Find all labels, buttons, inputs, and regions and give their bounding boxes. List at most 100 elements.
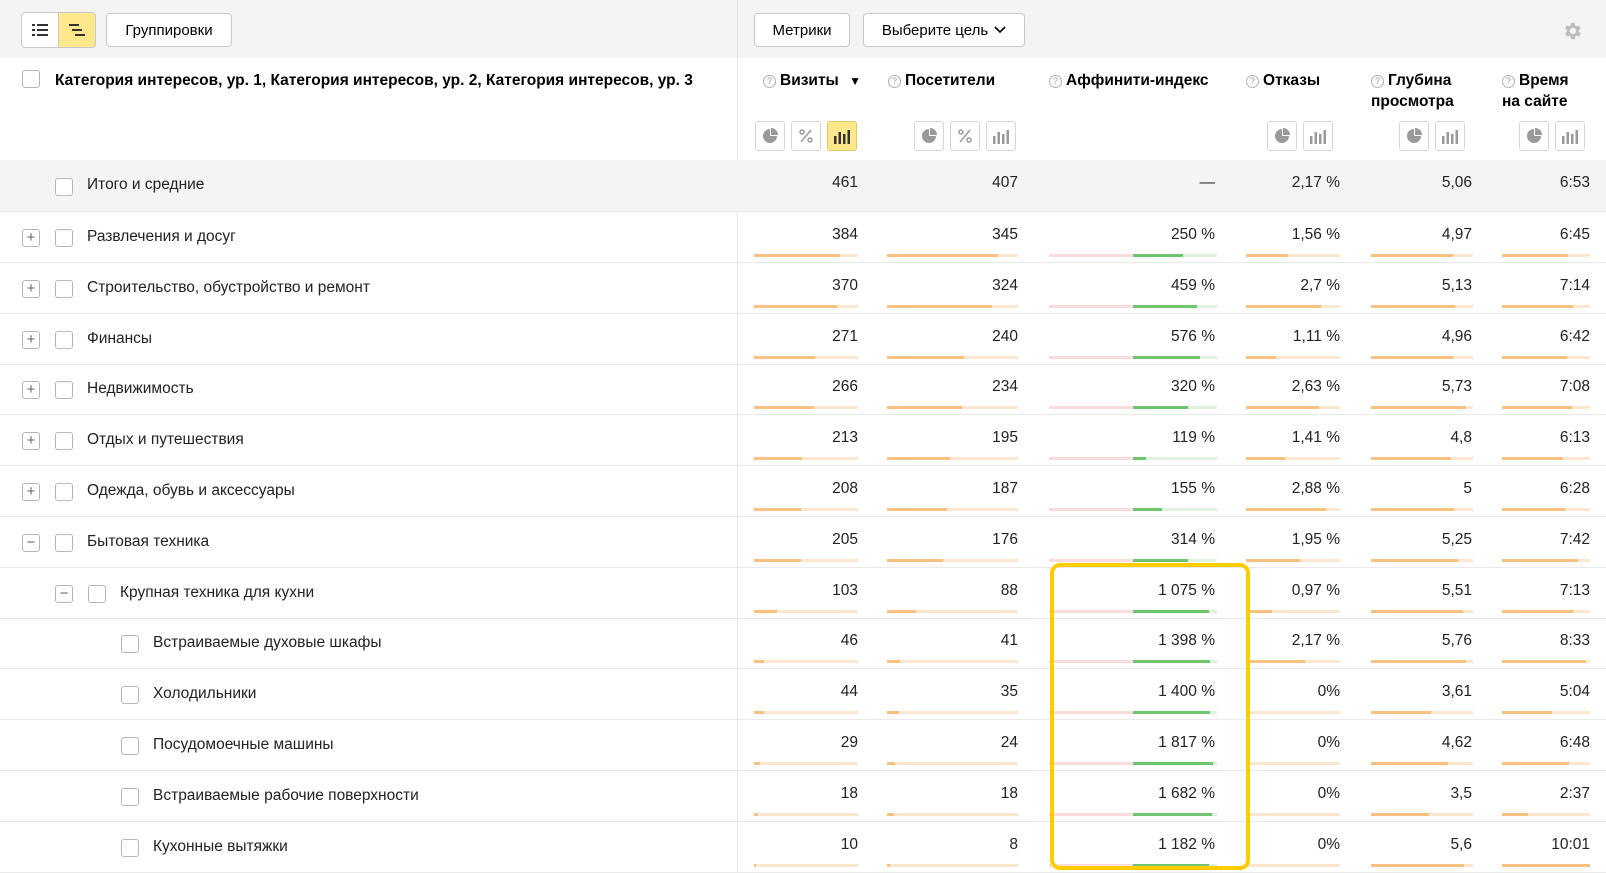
table-row[interactable]: Кухонные вытяжки 10 8 1 182 % 0% 5,6 10:01 <box>0 822 1606 873</box>
goal-select[interactable]: Выберите цель <box>863 13 1025 47</box>
table-row[interactable]: Холодильники 44 35 1 400 % 0% 3,61 5:04 <box>0 669 1606 721</box>
row-label[interactable]: Крупная техника для кухни <box>120 583 315 601</box>
row-label[interactable]: Финансы <box>87 329 153 347</box>
bounce-bar <box>1246 558 1340 562</box>
settings-gear-icon[interactable] <box>1561 20 1583 46</box>
tree-view-button[interactable] <box>58 12 96 48</box>
row-label[interactable]: Строительство, обустройство и ремонт <box>87 278 370 296</box>
time-pie-button[interactable] <box>1519 121 1549 151</box>
row-checkbox[interactable] <box>55 381 73 400</box>
collapse-icon[interactable]: − <box>55 584 73 603</box>
row-label[interactable]: Отдых и путешествия <box>87 431 244 449</box>
metrics-button[interactable]: Метрики <box>754 13 850 47</box>
table-row[interactable]: − Бытовая техника 205 176 314 % 1,95 % 5,25 7:4… <box>0 517 1606 568</box>
time-bars-button[interactable] <box>1555 121 1585 151</box>
visits-bar <box>754 812 858 816</box>
table-row[interactable]: + Финансы 271 240 576 % 1,11 % 4,96 6:42 <box>0 314 1606 365</box>
row-checkbox[interactable] <box>121 686 139 705</box>
expand-icon[interactable]: + <box>22 229 40 247</box>
depth-header[interactable]: ? Глубина просмотра <box>1371 72 1454 110</box>
depth-bars-button[interactable] <box>1435 121 1465 151</box>
row-label[interactable]: Встраиваемые рабочие поверхности <box>153 786 419 804</box>
row-checkbox[interactable] <box>55 229 73 247</box>
row-checkbox[interactable] <box>55 330 73 349</box>
row-checkbox[interactable] <box>121 787 139 806</box>
collapse-icon[interactable]: − <box>22 533 40 552</box>
row-label[interactable]: Бытовая техника <box>87 532 210 550</box>
table-row[interactable]: + Отдых и путешествия 213 195 119 % 1,41 % 4,8… <box>0 415 1606 467</box>
depth-bar <box>1371 254 1473 257</box>
cell-depth: 4,62 <box>1441 734 1472 751</box>
cell-time: 2:37 <box>1559 784 1590 802</box>
help-icon[interactable]: ? <box>1049 75 1062 88</box>
visitors-bars-button[interactable] <box>986 121 1016 151</box>
row-checkbox[interactable] <box>121 635 139 654</box>
help-icon[interactable]: ? <box>1246 75 1259 88</box>
row-label[interactable]: Одежда, обувь и аксессуары <box>87 482 295 499</box>
expand-icon[interactable]: + <box>22 432 40 451</box>
row-label[interactable]: Холодильники <box>153 685 257 703</box>
help-icon[interactable]: ? <box>763 75 776 88</box>
time-bar-fill <box>1502 355 1567 359</box>
affinity-bar-track <box>1133 508 1217 511</box>
visitors-bar <box>887 254 1018 257</box>
row-checkbox[interactable] <box>121 737 139 755</box>
visitors-percent-button[interactable] <box>950 121 980 151</box>
dimension-header[interactable]: Категория интересов, ур. 1, Категория ин… <box>55 72 693 89</box>
bounce-bar-fill <box>1246 457 1285 461</box>
row-label[interactable]: Кухонные вытяжки <box>153 837 288 855</box>
visitors-header[interactable]: ? Посетители <box>888 70 995 91</box>
bounce-bars-button[interactable] <box>1303 121 1333 151</box>
cell-visits: 213 <box>832 429 858 447</box>
visits-bars-button[interactable] <box>827 121 857 151</box>
table-row[interactable]: + Недвижимость 266 234 320 % 2,63 % 5,73 7:08 <box>0 364 1606 416</box>
depth-bar <box>1371 508 1473 511</box>
row-checkbox[interactable] <box>55 279 73 298</box>
depth-bar-fill <box>1371 406 1466 410</box>
visitors-bar-fill <box>887 558 943 562</box>
depth-pie-button[interactable] <box>1399 121 1429 151</box>
time-bar <box>1502 762 1590 765</box>
visitors-pie-button[interactable] <box>914 121 944 151</box>
visits-percent-button[interactable] <box>791 121 821 151</box>
table-row[interactable]: Встраиваемые рабочие поверхности 18 18 1 68… <box>0 771 1606 822</box>
cell-visitors: 88 <box>1000 581 1018 599</box>
row-label[interactable]: Развлечения и досуг <box>87 228 236 245</box>
bounce-header[interactable]: ? Отказы <box>1246 70 1320 91</box>
table-row[interactable]: Встраиваемые духовые шкафы 46 41 1 398 % 2,1… <box>0 618 1606 670</box>
cell-visitors: 8 <box>1009 835 1018 853</box>
cell-depth: 3,5 <box>1450 784 1472 802</box>
cell-depth: 3,61 <box>1441 683 1472 701</box>
expand-icon[interactable]: + <box>22 330 40 349</box>
row-label[interactable]: Встраиваемые духовые шкафы <box>153 634 382 652</box>
help-icon[interactable]: ? <box>1502 75 1515 88</box>
time-bar <box>1502 609 1590 613</box>
row-checkbox[interactable] <box>88 584 106 603</box>
help-icon[interactable]: ? <box>1371 75 1384 88</box>
row-checkbox[interactable] <box>55 483 73 501</box>
visits-pie-button[interactable] <box>755 121 785 151</box>
table-row[interactable]: + Строительство, обустройство и ремонт 370… <box>0 263 1606 314</box>
row-checkbox[interactable] <box>55 533 73 552</box>
expand-icon[interactable]: + <box>22 483 40 501</box>
affinity-header[interactable]: ? Аффинити-индекс <box>1049 70 1209 91</box>
table-row[interactable]: + Одежда, обувь и аксессуары 208 187 155 % 2,… <box>0 466 1606 517</box>
table-row[interactable]: − Крупная техника для кухни 103 88 1 075 % 0,… <box>0 568 1606 619</box>
row-label[interactable]: Посудомоечные машины <box>153 736 334 753</box>
bounce-pie-button[interactable] <box>1267 121 1297 151</box>
list-view-button[interactable] <box>21 12 59 48</box>
groupings-button[interactable]: Группировки <box>106 13 232 47</box>
totals-checkbox[interactable] <box>55 178 73 196</box>
expand-icon[interactable]: + <box>22 381 40 400</box>
help-icon[interactable]: ? <box>888 75 901 88</box>
select-all-checkbox[interactable] <box>22 70 40 88</box>
expand-icon[interactable]: + <box>22 279 40 298</box>
visits-header[interactable]: ? Визиты ▼ <box>763 70 861 92</box>
table-row[interactable]: + Развлечения и досуг 384 345 250 % 1,56 % 4,9… <box>0 212 1606 263</box>
row-checkbox[interactable] <box>55 432 73 451</box>
row-label[interactable]: Недвижимость <box>87 380 194 398</box>
table-row[interactable]: Посудомоечные машины 29 24 1 817 % 0% 4,62 6:4… <box>0 720 1606 771</box>
time-header[interactable]: ? Время на сайте <box>1502 72 1569 110</box>
time-bar <box>1502 508 1590 511</box>
row-checkbox[interactable] <box>121 838 139 857</box>
